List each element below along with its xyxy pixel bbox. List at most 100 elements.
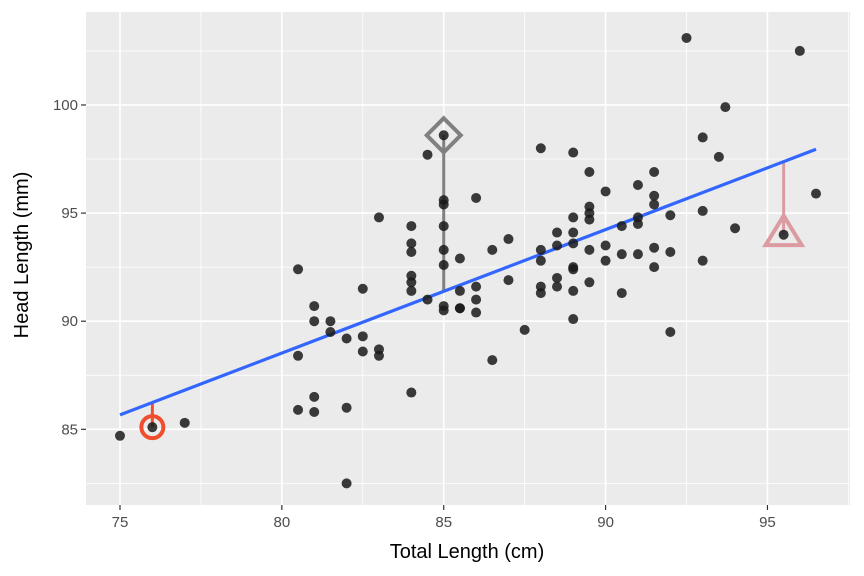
x-tick-label: 80 xyxy=(274,514,291,531)
data-point xyxy=(584,167,595,178)
data-point xyxy=(341,333,352,344)
data-point xyxy=(438,221,449,232)
y-axis-ticks: 85 90 95 100 xyxy=(53,97,86,438)
data-point xyxy=(373,212,384,223)
highlight-diamond-marker xyxy=(423,115,464,156)
data-point xyxy=(632,218,643,229)
data-point xyxy=(487,244,498,255)
highlight-triangle-marker xyxy=(762,211,806,248)
data-point xyxy=(406,277,417,288)
highlight-markers xyxy=(139,115,806,441)
data-point xyxy=(665,327,676,338)
data-point xyxy=(503,234,514,245)
data-point xyxy=(406,285,417,296)
data-point xyxy=(568,238,579,249)
data-point xyxy=(616,221,627,232)
data-point xyxy=(309,316,320,327)
data-point xyxy=(730,223,741,234)
data-point xyxy=(552,227,563,238)
data-point xyxy=(811,188,822,199)
data-point xyxy=(471,294,482,305)
data-point xyxy=(454,253,465,264)
data-point xyxy=(568,227,579,238)
data-point xyxy=(665,210,676,221)
data-points xyxy=(114,32,822,489)
data-point xyxy=(519,324,530,335)
data-point xyxy=(293,350,304,361)
x-tick-label: 90 xyxy=(597,514,614,531)
data-point xyxy=(649,262,660,273)
data-point xyxy=(778,229,789,240)
data-point xyxy=(552,272,563,283)
data-point xyxy=(406,387,417,398)
fit-line xyxy=(119,147,817,417)
fit-line-layer xyxy=(119,147,817,417)
data-point xyxy=(665,247,676,258)
data-point xyxy=(568,314,579,325)
data-point xyxy=(632,179,643,190)
data-point xyxy=(179,417,190,428)
data-point xyxy=(697,205,708,216)
data-point xyxy=(649,199,660,210)
y-tick-label: 100 xyxy=(53,97,78,114)
data-point xyxy=(325,316,336,327)
panel-background xyxy=(86,12,850,505)
data-point xyxy=(422,149,433,160)
data-point xyxy=(454,285,465,296)
data-point xyxy=(535,143,546,154)
x-axis-title: Total Length (cm) xyxy=(390,541,545,563)
plot-panel xyxy=(86,12,850,505)
y-tick-label: 95 xyxy=(61,205,78,222)
data-point xyxy=(503,275,514,286)
data-point xyxy=(600,186,611,197)
data-point xyxy=(341,402,352,413)
data-point xyxy=(406,238,417,249)
data-point xyxy=(471,307,482,318)
data-point xyxy=(794,45,805,56)
y-tick-label: 90 xyxy=(61,313,78,330)
data-point xyxy=(535,255,546,266)
data-point xyxy=(357,331,368,342)
data-point xyxy=(114,430,125,441)
data-point xyxy=(309,407,320,418)
data-point xyxy=(325,327,336,338)
x-tick-label: 95 xyxy=(759,514,776,531)
data-point xyxy=(309,301,320,312)
data-point xyxy=(552,240,563,251)
data-point xyxy=(535,288,546,299)
data-point xyxy=(681,32,692,43)
data-point xyxy=(438,259,449,270)
data-point xyxy=(373,350,384,361)
data-point xyxy=(471,281,482,292)
data-point xyxy=(584,214,595,225)
data-point xyxy=(454,303,465,314)
data-point xyxy=(600,240,611,251)
x-tick-label: 75 xyxy=(112,514,129,531)
data-point xyxy=(697,132,708,143)
data-point xyxy=(147,422,158,433)
data-point xyxy=(487,355,498,366)
data-point xyxy=(357,346,368,357)
data-point xyxy=(438,199,449,210)
data-point xyxy=(438,130,449,141)
data-point xyxy=(552,281,563,292)
data-point xyxy=(720,102,731,113)
data-point xyxy=(649,190,660,201)
data-point xyxy=(293,404,304,415)
y-axis-title: Head Length (mm) xyxy=(11,172,33,339)
x-axis-ticks: 75 80 85 90 95 xyxy=(112,505,776,531)
data-point xyxy=(584,244,595,255)
data-point xyxy=(697,255,708,266)
x-tick-label: 85 xyxy=(435,514,452,531)
data-point xyxy=(438,305,449,316)
data-point xyxy=(568,212,579,223)
data-point xyxy=(535,244,546,255)
data-point xyxy=(406,221,417,232)
data-point xyxy=(632,249,643,260)
data-point xyxy=(649,242,660,253)
data-point xyxy=(584,277,595,288)
data-point xyxy=(309,391,320,402)
data-point xyxy=(616,249,627,260)
data-point xyxy=(293,264,304,275)
